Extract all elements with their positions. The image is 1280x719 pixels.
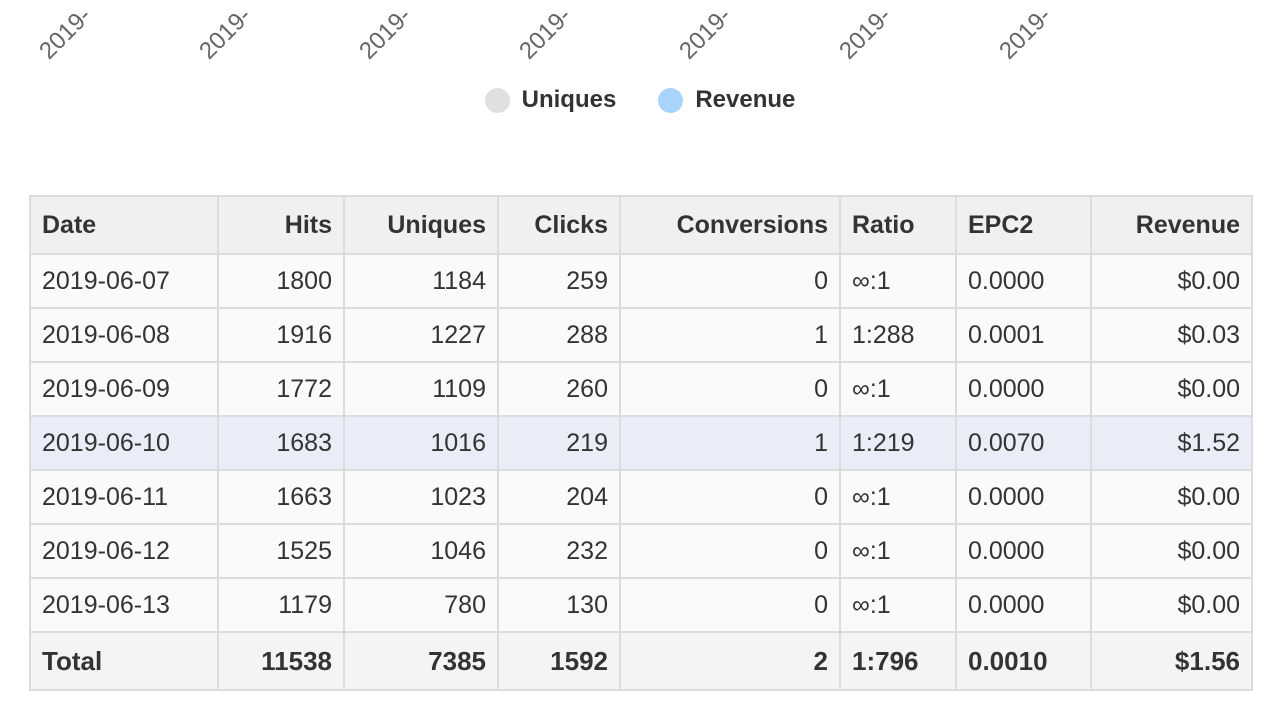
table-row[interactable]: 2019-06-09 1772 1109 260 0 ∞:1 0.0000 $0…: [29, 361, 1253, 417]
cell-clicks: 219: [497, 415, 621, 471]
cell-epc2: 0.0000: [955, 253, 1092, 309]
cell-date: 2019-06-07: [29, 253, 219, 309]
cell-hits: 1525: [217, 523, 345, 579]
cell-clicks: 232: [497, 523, 621, 579]
column-header-clicks[interactable]: Clicks: [497, 195, 621, 255]
total-epc2: 0.0010: [955, 631, 1092, 691]
table-row[interactable]: 2019-06-07 1800 1184 259 0 ∞:1 0.0000 $0…: [29, 253, 1253, 309]
table-row-highlighted[interactable]: 2019-06-10 1683 1016 219 1 1:219 0.0070 …: [29, 415, 1253, 471]
column-header-conversions[interactable]: Conversions: [619, 195, 841, 255]
cell-clicks: 130: [497, 577, 621, 633]
cell-revenue: $0.00: [1090, 577, 1253, 633]
column-header-date[interactable]: Date: [29, 195, 219, 255]
x-tick-label: 2019-: [34, 2, 97, 60]
cell-revenue: $1.52: [1090, 415, 1253, 471]
total-clicks: 1592: [497, 631, 621, 691]
cell-ratio: ∞:1: [839, 577, 957, 633]
cell-conversions: 0: [619, 469, 841, 525]
cell-conversions: 0: [619, 523, 841, 579]
table-row[interactable]: 2019-06-13 1179 780 130 0 ∞:1 0.0000 $0.…: [29, 577, 1253, 633]
total-label: Total: [29, 631, 219, 691]
x-tick-label: 2019-: [834, 2, 897, 60]
total-uniques: 7385: [343, 631, 499, 691]
total-revenue: $1.56: [1090, 631, 1253, 691]
cell-hits: 1179: [217, 577, 345, 633]
chart-legend: Uniques Revenue: [0, 86, 1280, 114]
cell-hits: 1663: [217, 469, 345, 525]
column-header-ratio[interactable]: Ratio: [839, 195, 957, 255]
x-tick-label: 2019-: [994, 2, 1057, 60]
legend-item-uniques[interactable]: Uniques: [484, 86, 617, 114]
cell-ratio: ∞:1: [839, 469, 957, 525]
x-tick-label: 2019-: [674, 2, 737, 60]
cell-revenue: $0.03: [1090, 307, 1253, 363]
cell-uniques: 1109: [343, 361, 499, 417]
table-row[interactable]: 2019-06-12 1525 1046 232 0 ∞:1 0.0000 $0…: [29, 523, 1253, 579]
cell-epc2: 0.0070: [955, 415, 1092, 471]
cell-uniques: 1046: [343, 523, 499, 579]
cell-uniques: 1184: [343, 253, 499, 309]
cell-epc2: 0.0000: [955, 577, 1092, 633]
cell-conversions: 1: [619, 307, 841, 363]
stats-table: Date Hits Uniques Clicks Conversions Rat…: [29, 195, 1253, 691]
cell-epc2: 0.0000: [955, 361, 1092, 417]
cell-uniques: 1016: [343, 415, 499, 471]
cell-revenue: $0.00: [1090, 469, 1253, 525]
cell-revenue: $0.00: [1090, 253, 1253, 309]
column-header-uniques[interactable]: Uniques: [343, 195, 499, 255]
cell-conversions: 1: [619, 415, 841, 471]
total-hits: 11538: [217, 631, 345, 691]
cell-date: 2019-06-10: [29, 415, 219, 471]
cell-conversions: 0: [619, 361, 841, 417]
cell-ratio: ∞:1: [839, 253, 957, 309]
table-row[interactable]: 2019-06-11 1663 1023 204 0 ∞:1 0.0000 $0…: [29, 469, 1253, 525]
cell-epc2: 0.0001: [955, 307, 1092, 363]
total-conversions: 2: [619, 631, 841, 691]
cell-date: 2019-06-09: [29, 361, 219, 417]
cell-clicks: 204: [497, 469, 621, 525]
cell-date: 2019-06-13: [29, 577, 219, 633]
cell-hits: 1683: [217, 415, 345, 471]
cell-revenue: $0.00: [1090, 361, 1253, 417]
cell-ratio: 1:219: [839, 415, 957, 471]
cell-hits: 1916: [217, 307, 345, 363]
cell-conversions: 0: [619, 577, 841, 633]
x-tick-label: 2019-: [514, 2, 577, 60]
x-tick-label: 2019-: [354, 2, 417, 60]
legend-label-uniques: Uniques: [521, 86, 617, 113]
cell-ratio: ∞:1: [839, 523, 957, 579]
cell-hits: 1772: [217, 361, 345, 417]
cell-clicks: 288: [497, 307, 621, 363]
cell-epc2: 0.0000: [955, 523, 1092, 579]
table-total-row: Total 11538 7385 1592 2 1:796 0.0010 $1.…: [29, 631, 1253, 691]
cell-ratio: ∞:1: [839, 361, 957, 417]
legend-item-revenue[interactable]: Revenue: [658, 86, 795, 114]
legend-label-revenue: Revenue: [695, 86, 796, 113]
cell-clicks: 260: [497, 361, 621, 417]
chart-x-axis: 2019- 2019- 2019- 2019- 2019- 2019- 2019…: [0, 0, 1280, 60]
cell-date: 2019-06-11: [29, 469, 219, 525]
table-header-row: Date Hits Uniques Clicks Conversions Rat…: [29, 195, 1253, 255]
cell-clicks: 259: [497, 253, 621, 309]
cell-date: 2019-06-08: [29, 307, 219, 363]
cell-uniques: 1227: [343, 307, 499, 363]
column-header-hits[interactable]: Hits: [217, 195, 345, 255]
uniques-legend-dot-icon: [484, 87, 510, 113]
cell-revenue: $0.00: [1090, 523, 1253, 579]
cell-uniques: 780: [343, 577, 499, 633]
cell-hits: 1800: [217, 253, 345, 309]
column-header-epc2[interactable]: EPC2: [955, 195, 1092, 255]
cell-ratio: 1:288: [839, 307, 957, 363]
cell-epc2: 0.0000: [955, 469, 1092, 525]
table-row[interactable]: 2019-06-08 1916 1227 288 1 1:288 0.0001 …: [29, 307, 1253, 363]
revenue-legend-dot-icon: [658, 87, 684, 113]
cell-uniques: 1023: [343, 469, 499, 525]
cell-conversions: 0: [619, 253, 841, 309]
cell-date: 2019-06-12: [29, 523, 219, 579]
total-ratio: 1:796: [839, 631, 957, 691]
column-header-revenue[interactable]: Revenue: [1090, 195, 1253, 255]
x-tick-label: 2019-: [194, 2, 257, 60]
